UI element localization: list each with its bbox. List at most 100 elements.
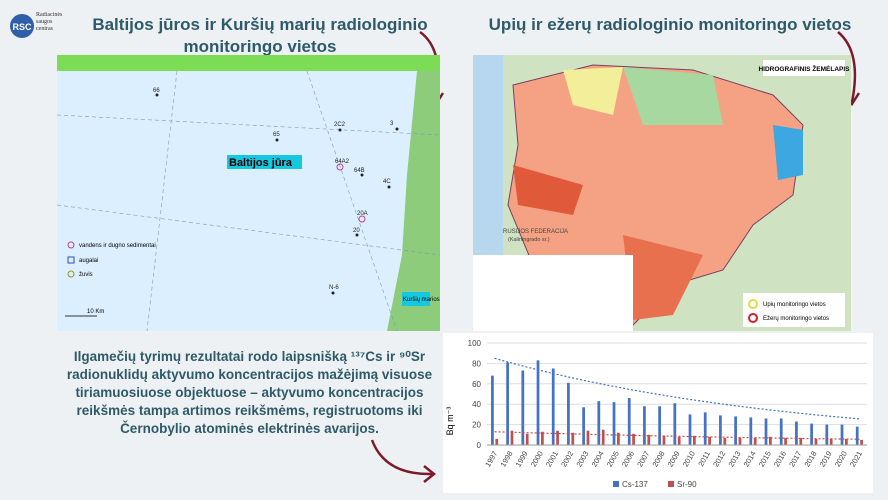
land-band [57, 55, 440, 71]
bar [688, 414, 692, 445]
station: 20A [357, 211, 368, 217]
coast [387, 71, 440, 331]
bar [810, 423, 813, 445]
basin [623, 235, 703, 320]
station: 3 [390, 121, 394, 127]
bar [662, 435, 666, 445]
y-tick-label: 60 [472, 380, 481, 389]
right-title: Upių ir ežerų radiologinio monitoringo v… [488, 15, 852, 34]
y-tick-label: 80 [472, 359, 481, 368]
zone-line [57, 70, 440, 331]
sea-label-bg [227, 155, 302, 169]
legend-symbol [67, 241, 75, 249]
bar [551, 368, 555, 445]
bar [855, 426, 859, 445]
bar [673, 403, 677, 445]
bar [708, 436, 711, 445]
bar [521, 370, 525, 445]
bar [799, 437, 803, 445]
logo-mark [10, 14, 34, 38]
russia-sub: (Kaliningrado sr.) [508, 237, 550, 243]
bar [845, 438, 848, 445]
bar [779, 418, 783, 445]
legend-symbol [67, 270, 75, 278]
scale-label: 10 Km [87, 309, 104, 315]
logo-abbr: RSC [12, 22, 32, 32]
legend-item: žuvis [79, 272, 93, 278]
legend-label: Sr-90 [677, 480, 697, 489]
legend-swatch [613, 481, 619, 487]
map-title: HIDROGRAFINIS ŽEMĖLAPIS [758, 64, 850, 73]
legend-swatch [668, 481, 674, 487]
y-tick-label: 100 [468, 339, 482, 348]
bar [586, 430, 590, 445]
bar [769, 436, 772, 445]
logo: RSC Radiacinės saugos centras [10, 12, 63, 38]
bar [612, 402, 616, 445]
legend-item: Ežerų monitoringo vietos [763, 316, 829, 322]
bar [749, 417, 753, 445]
sea-label: Baltijos jūra [229, 157, 293, 169]
station: 20 [353, 228, 360, 234]
bar [632, 433, 635, 445]
bar [764, 418, 768, 445]
bar [825, 424, 829, 445]
bar [541, 431, 544, 445]
bar [525, 433, 529, 445]
legend-item: augalai [79, 258, 98, 264]
bar [643, 406, 646, 445]
map-title-bg [763, 60, 845, 76]
bar [582, 407, 585, 445]
bar [627, 398, 631, 445]
left-map: Baltijos jūra 66 65 2C2 64A2 64B 20A 20 … [57, 55, 440, 331]
bar [556, 430, 559, 445]
bar [795, 421, 798, 445]
right-map: HIDROGRAFINIS ŽEMĖLAPIS RUSIJOS FEDERACI… [473, 55, 851, 331]
basin-legend [473, 255, 633, 331]
bar [753, 437, 757, 445]
bar [536, 360, 540, 445]
sea [57, 55, 440, 331]
trend-line [494, 357, 860, 420]
y-tick-label: 20 [472, 421, 481, 430]
bar [677, 436, 681, 445]
logo-name: Radiacinės saugos centras [36, 12, 63, 32]
bar [567, 382, 570, 445]
bar [693, 435, 696, 445]
legend-symbol [748, 313, 758, 323]
arrow-head [423, 465, 437, 483]
arrow [370, 439, 433, 476]
bar [723, 437, 727, 445]
paragraph: Ilgamečių tyrimų rezultatai rodo laipsni… [66, 349, 433, 436]
legend-box [743, 293, 845, 327]
legend-item: vandens ir dugno sedimentai [79, 243, 156, 249]
bar [734, 416, 737, 445]
legend-label: Cs-137 [622, 480, 648, 489]
legend-symbol [748, 299, 758, 309]
y-tick-label: 0 [477, 441, 482, 450]
basin [513, 165, 583, 215]
bar [597, 401, 601, 445]
left-title: Baltijos jūros ir Kuršių marių radiologi… [92, 15, 428, 56]
lagoon-bg [402, 292, 430, 306]
bar [703, 412, 707, 445]
lagoon-label: Kuršių marios [403, 297, 440, 303]
station: 2C2 [334, 122, 346, 128]
station: 65 [273, 132, 280, 138]
station: 64A2 [335, 159, 350, 165]
y-tick-label: 40 [472, 400, 481, 409]
bar [601, 429, 605, 445]
bar [571, 432, 575, 445]
chart-bg [443, 333, 873, 493]
trend-line [494, 431, 860, 440]
bar [784, 437, 787, 445]
bar [647, 434, 651, 445]
bar [506, 362, 509, 445]
y-axis-title: Bq m⁻³ [445, 407, 455, 436]
bar [658, 406, 661, 445]
bar [840, 424, 844, 445]
bar [617, 432, 620, 445]
station: 4C [383, 179, 391, 185]
